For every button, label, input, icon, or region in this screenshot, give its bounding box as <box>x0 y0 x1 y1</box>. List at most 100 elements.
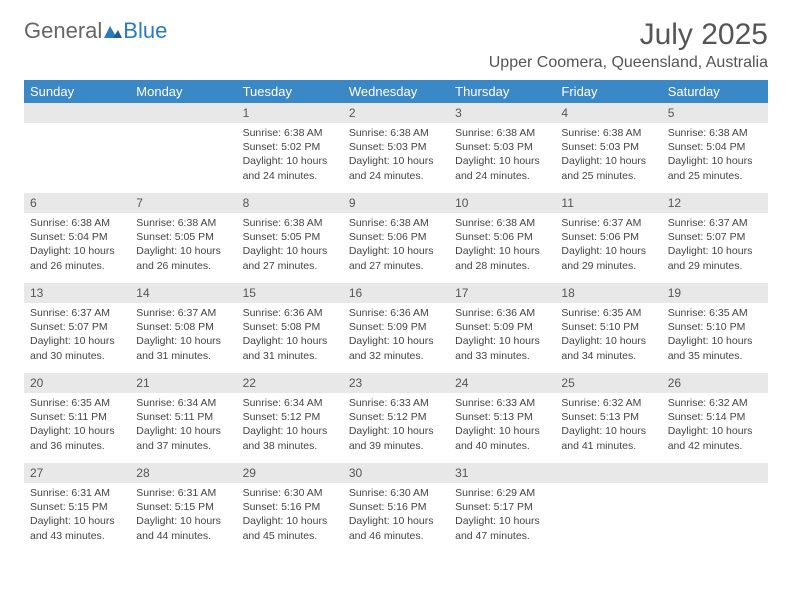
day-line-d1: Daylight: 10 hours <box>243 424 337 438</box>
day-number: 24 <box>449 373 555 393</box>
day-line-sunrise: Sunrise: 6:36 AM <box>243 306 337 320</box>
day-line-sunrise: Sunrise: 6:34 AM <box>136 396 230 410</box>
day-number: 19 <box>662 283 768 303</box>
day-line-sunset: Sunset: 5:04 PM <box>30 230 124 244</box>
day-line-sunrise: Sunrise: 6:38 AM <box>243 126 337 140</box>
calendar-cell: 25Sunrise: 6:32 AMSunset: 5:13 PMDayligh… <box>555 373 661 463</box>
day-number: 10 <box>449 193 555 213</box>
day-line-d1: Daylight: 10 hours <box>30 514 124 528</box>
day-line-sunset: Sunset: 5:08 PM <box>136 320 230 334</box>
day-body: Sunrise: 6:33 AMSunset: 5:12 PMDaylight:… <box>343 393 449 459</box>
day-body <box>662 483 768 492</box>
day-body: Sunrise: 6:37 AMSunset: 5:07 PMDaylight:… <box>24 303 130 369</box>
day-line-sunset: Sunset: 5:09 PM <box>455 320 549 334</box>
day-line-d2: and 29 minutes. <box>668 259 762 273</box>
day-line-d2: and 32 minutes. <box>349 349 443 363</box>
title-month: July 2025 <box>489 18 768 52</box>
day-line-sunrise: Sunrise: 6:33 AM <box>349 396 443 410</box>
day-number: 16 <box>343 283 449 303</box>
calendar-cell: 30Sunrise: 6:30 AMSunset: 5:16 PMDayligh… <box>343 463 449 553</box>
calendar-cell: 26Sunrise: 6:32 AMSunset: 5:14 PMDayligh… <box>662 373 768 463</box>
day-line-sunset: Sunset: 5:13 PM <box>561 410 655 424</box>
day-line-d1: Daylight: 10 hours <box>349 154 443 168</box>
day-line-sunrise: Sunrise: 6:38 AM <box>30 216 124 230</box>
calendar-cell: 29Sunrise: 6:30 AMSunset: 5:16 PMDayligh… <box>237 463 343 553</box>
calendar-cell: 28Sunrise: 6:31 AMSunset: 5:15 PMDayligh… <box>130 463 236 553</box>
calendar-cell <box>130 103 236 193</box>
day-number: 14 <box>130 283 236 303</box>
weekday-header: Saturday <box>662 80 768 103</box>
day-line-d2: and 36 minutes. <box>30 439 124 453</box>
calendar-cell: 12Sunrise: 6:37 AMSunset: 5:07 PMDayligh… <box>662 193 768 283</box>
day-line-d2: and 24 minutes. <box>243 169 337 183</box>
day-body: Sunrise: 6:38 AMSunset: 5:04 PMDaylight:… <box>24 213 130 279</box>
weekday-header: Monday <box>130 80 236 103</box>
calendar-row: 1Sunrise: 6:38 AMSunset: 5:02 PMDaylight… <box>24 103 768 193</box>
day-line-sunrise: Sunrise: 6:36 AM <box>455 306 549 320</box>
calendar-cell: 6Sunrise: 6:38 AMSunset: 5:04 PMDaylight… <box>24 193 130 283</box>
day-line-d2: and 43 minutes. <box>30 529 124 543</box>
day-line-d1: Daylight: 10 hours <box>30 424 124 438</box>
day-line-sunset: Sunset: 5:11 PM <box>30 410 124 424</box>
day-line-sunrise: Sunrise: 6:37 AM <box>136 306 230 320</box>
day-body: Sunrise: 6:38 AMSunset: 5:03 PMDaylight:… <box>343 123 449 189</box>
day-line-d2: and 27 minutes. <box>243 259 337 273</box>
calendar-table: Sunday Monday Tuesday Wednesday Thursday… <box>24 80 768 553</box>
logo-text-blue: Blue <box>123 18 167 44</box>
day-number: 8 <box>237 193 343 213</box>
title-block: July 2025 Upper Coomera, Queensland, Aus… <box>489 18 768 72</box>
day-number: 5 <box>662 103 768 123</box>
day-line-d1: Daylight: 10 hours <box>668 244 762 258</box>
day-body: Sunrise: 6:37 AMSunset: 5:06 PMDaylight:… <box>555 213 661 279</box>
day-body: Sunrise: 6:32 AMSunset: 5:14 PMDaylight:… <box>662 393 768 459</box>
day-number: 25 <box>555 373 661 393</box>
day-line-d2: and 45 minutes. <box>243 529 337 543</box>
day-line-d1: Daylight: 10 hours <box>136 514 230 528</box>
day-line-sunrise: Sunrise: 6:38 AM <box>136 216 230 230</box>
day-line-sunrise: Sunrise: 6:31 AM <box>136 486 230 500</box>
day-number <box>24 103 130 123</box>
logo: General Blue <box>24 18 167 44</box>
day-line-d2: and 38 minutes. <box>243 439 337 453</box>
day-line-d2: and 44 minutes. <box>136 529 230 543</box>
title-location: Upper Coomera, Queensland, Australia <box>489 54 768 72</box>
day-line-sunrise: Sunrise: 6:30 AM <box>349 486 443 500</box>
day-line-d1: Daylight: 10 hours <box>561 244 655 258</box>
day-line-d1: Daylight: 10 hours <box>455 154 549 168</box>
calendar-cell: 15Sunrise: 6:36 AMSunset: 5:08 PMDayligh… <box>237 283 343 373</box>
day-line-sunset: Sunset: 5:13 PM <box>455 410 549 424</box>
day-body: Sunrise: 6:33 AMSunset: 5:13 PMDaylight:… <box>449 393 555 459</box>
calendar-cell <box>24 103 130 193</box>
day-number: 27 <box>24 463 130 483</box>
day-body: Sunrise: 6:38 AMSunset: 5:05 PMDaylight:… <box>237 213 343 279</box>
day-number <box>555 463 661 483</box>
calendar-cell: 2Sunrise: 6:38 AMSunset: 5:03 PMDaylight… <box>343 103 449 193</box>
day-line-sunrise: Sunrise: 6:37 AM <box>30 306 124 320</box>
day-number: 3 <box>449 103 555 123</box>
day-number <box>662 463 768 483</box>
day-body: Sunrise: 6:38 AMSunset: 5:03 PMDaylight:… <box>555 123 661 189</box>
day-line-d1: Daylight: 10 hours <box>349 424 443 438</box>
day-line-d1: Daylight: 10 hours <box>561 154 655 168</box>
day-line-sunset: Sunset: 5:11 PM <box>136 410 230 424</box>
day-body: Sunrise: 6:31 AMSunset: 5:15 PMDaylight:… <box>130 483 236 549</box>
day-line-d2: and 35 minutes. <box>668 349 762 363</box>
day-line-sunset: Sunset: 5:12 PM <box>349 410 443 424</box>
day-line-d1: Daylight: 10 hours <box>455 334 549 348</box>
day-body: Sunrise: 6:31 AMSunset: 5:15 PMDaylight:… <box>24 483 130 549</box>
day-body: Sunrise: 6:36 AMSunset: 5:08 PMDaylight:… <box>237 303 343 369</box>
day-number: 2 <box>343 103 449 123</box>
day-line-d1: Daylight: 10 hours <box>455 244 549 258</box>
day-number: 31 <box>449 463 555 483</box>
day-body: Sunrise: 6:34 AMSunset: 5:11 PMDaylight:… <box>130 393 236 459</box>
day-number: 7 <box>130 193 236 213</box>
day-line-d2: and 25 minutes. <box>561 169 655 183</box>
day-line-sunset: Sunset: 5:17 PM <box>455 500 549 514</box>
day-line-d1: Daylight: 10 hours <box>136 424 230 438</box>
day-line-d2: and 28 minutes. <box>455 259 549 273</box>
day-body <box>130 123 236 132</box>
day-number: 21 <box>130 373 236 393</box>
day-line-sunset: Sunset: 5:06 PM <box>561 230 655 244</box>
day-line-sunset: Sunset: 5:04 PM <box>668 140 762 154</box>
calendar-cell: 14Sunrise: 6:37 AMSunset: 5:08 PMDayligh… <box>130 283 236 373</box>
